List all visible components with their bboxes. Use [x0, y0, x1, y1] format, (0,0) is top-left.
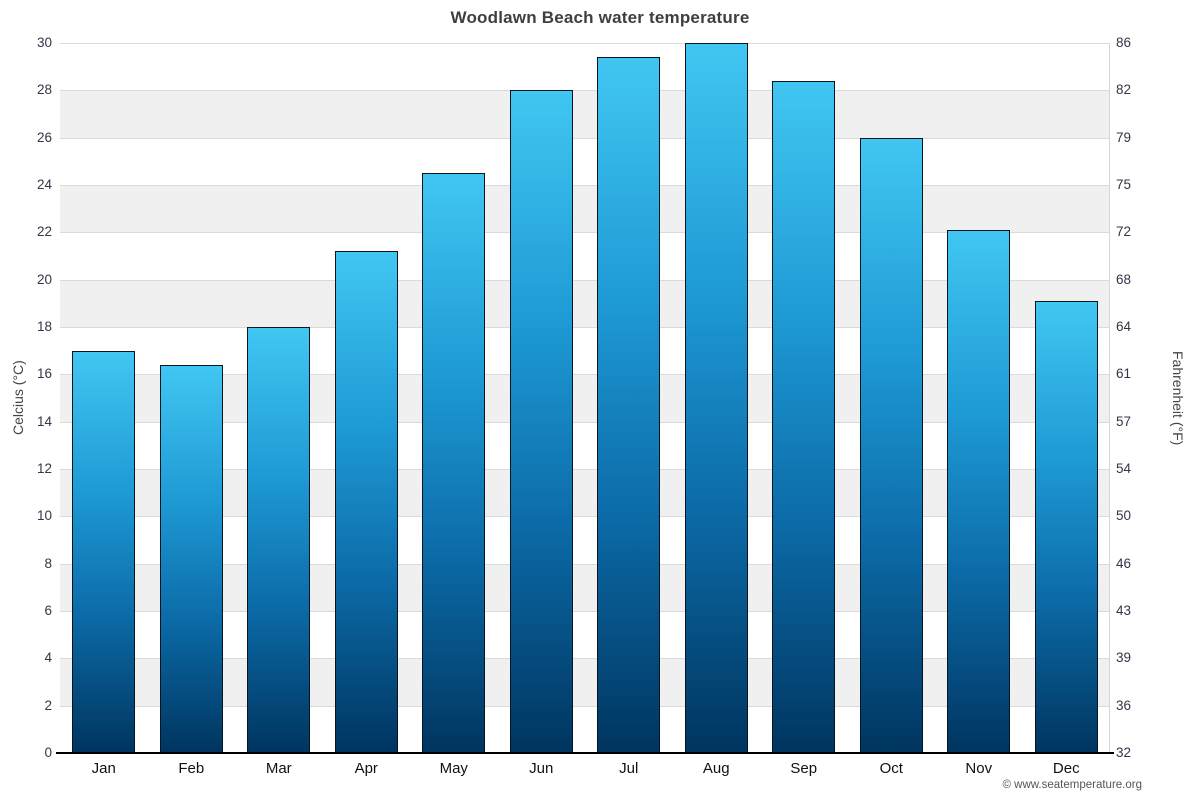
bar-jan [72, 350, 136, 753]
y-tick-celsius: 14 [36, 413, 52, 429]
plot-band [60, 563, 1110, 611]
gridline [60, 137, 1110, 139]
y-tick-celsius: 8 [44, 555, 52, 571]
bar-sep [772, 80, 836, 753]
y-tick-celsius: 16 [36, 366, 52, 382]
gridline [60, 374, 1110, 376]
plot-band [60, 279, 1110, 327]
y-tick-fahrenheit: 32 [1116, 745, 1132, 760]
y-tick-fahrenheit: 57 [1116, 413, 1132, 429]
gridline [60, 279, 1110, 281]
y-tick-fahrenheit: 50 [1116, 508, 1132, 524]
gridline [60, 232, 1110, 234]
y-tick-celsius: 26 [36, 129, 52, 145]
bar-nov [947, 229, 1011, 753]
plot-band [60, 185, 1110, 233]
x-tick-nov: Nov [965, 760, 993, 777]
x-tick-feb: Feb [178, 760, 205, 777]
y-tick-fahrenheit: 82 [1116, 82, 1132, 98]
x-tick-dec: Dec [1052, 760, 1080, 777]
y-tick-fahrenheit: 86 [1116, 35, 1132, 50]
gridline [60, 43, 1110, 44]
gridline [60, 421, 1110, 423]
y-axis-title-fahrenheit: Fahrenheit (°F) [1170, 350, 1186, 446]
plot-band [60, 516, 1110, 564]
y-tick-fahrenheit: 72 [1116, 224, 1132, 240]
plot-band [60, 43, 1110, 91]
y-tick-fahrenheit: 79 [1116, 129, 1132, 145]
y-tick-celsius: 0 [44, 745, 52, 760]
bar-aug [684, 43, 748, 753]
x-tick-apr: Apr [354, 760, 378, 777]
bar-may [422, 173, 486, 753]
bar-oct [859, 137, 923, 753]
x-tick-mar: Mar [265, 760, 292, 777]
gridline [60, 705, 1110, 707]
bar-feb [159, 364, 223, 753]
x-tick-sep: Sep [790, 760, 818, 777]
y-tick-celsius: 22 [36, 224, 52, 240]
y-tick-celsius: 6 [44, 603, 52, 618]
plot-band [60, 232, 1110, 280]
x-axis-line [56, 752, 1114, 754]
bar-jun [509, 90, 573, 753]
chart-title: Woodlawn Beach water temperature [450, 8, 750, 27]
bar-jul [597, 57, 661, 753]
bar-mar [247, 327, 311, 753]
plot-band [60, 611, 1110, 659]
y-tick-fahrenheit: 39 [1116, 650, 1132, 666]
gridline [60, 327, 1110, 328]
y-tick-fahrenheit: 61 [1116, 366, 1132, 382]
gridline [60, 563, 1110, 565]
copyright-text: © www.seatemperature.org [1002, 779, 1142, 791]
gridline [60, 90, 1110, 92]
plot-band [60, 327, 1110, 375]
gridline [60, 469, 1110, 470]
y-axis-ticks-fahrenheit: 32 36 39 43 46 50 54 57 61 64 68 72 75 79 82 86 [1116, 35, 1176, 760]
gridline [60, 185, 1110, 186]
y-tick-celsius: 18 [36, 319, 52, 334]
gridline [60, 658, 1110, 660]
y-tick-fahrenheit: 36 [1116, 697, 1132, 713]
y-tick-celsius: 24 [36, 177, 52, 192]
gridline [60, 516, 1110, 518]
y-tick-celsius: 2 [44, 697, 52, 713]
x-tick-jul: Jul [619, 760, 639, 777]
plot-band [60, 137, 1110, 185]
plot-band [60, 374, 1110, 422]
y-tick-celsius: 30 [36, 35, 52, 50]
y-tick-fahrenheit: 75 [1116, 177, 1132, 192]
bar-apr [334, 251, 398, 753]
x-tick-jun: Jun [529, 760, 554, 777]
x-tick-oct: Oct [879, 760, 903, 777]
x-tick-aug: Aug [702, 760, 730, 777]
y-tick-celsius: 20 [36, 271, 52, 287]
y-tick-fahrenheit: 46 [1116, 555, 1132, 571]
plot-band [60, 658, 1110, 706]
y-tick-celsius: 28 [36, 82, 52, 98]
y-axis-ticks-celsius: 0 2 4 6 8 10 12 14 16 18 20 22 24 26 28 30 [0, 35, 52, 760]
plot-band [60, 469, 1110, 517]
plot-band [60, 421, 1110, 469]
x-axis-labels: Jan Feb Mar Apr May Jun Jul Aug Sep Oct Nov Dec [60, 760, 1110, 782]
plot-area [60, 43, 1110, 753]
y-tick-fahrenheit: 43 [1116, 603, 1132, 618]
plot-band [60, 90, 1110, 138]
bar-dec [1034, 300, 1098, 753]
x-tick-jan: Jan [91, 760, 116, 777]
gridline [60, 611, 1110, 612]
y-tick-fahrenheit: 64 [1116, 319, 1132, 334]
y-tick-celsius: 4 [44, 650, 52, 666]
x-tick-may: May [439, 760, 468, 777]
y-tick-fahrenheit: 68 [1116, 271, 1132, 287]
plot-band [60, 705, 1110, 753]
y-tick-fahrenheit: 54 [1116, 461, 1132, 476]
y-tick-celsius: 10 [36, 508, 52, 524]
y-tick-celsius: 12 [36, 461, 52, 476]
